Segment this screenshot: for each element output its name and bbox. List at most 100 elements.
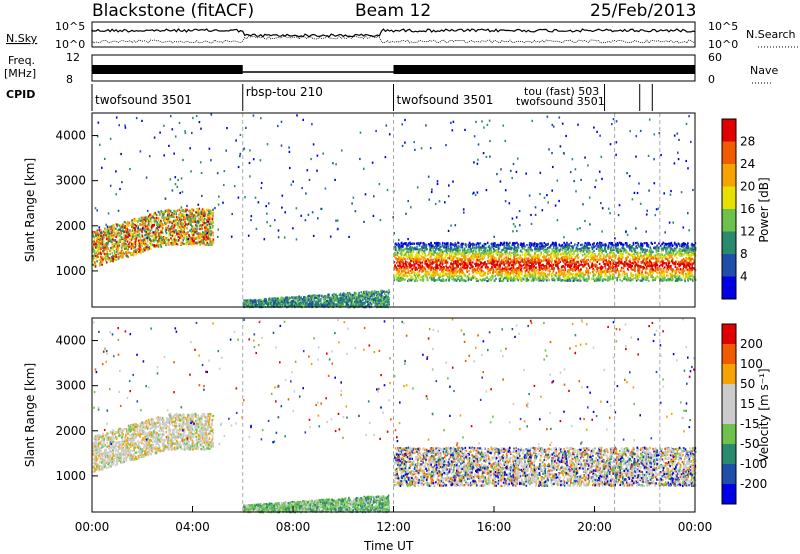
scatter-cell: [546, 194, 548, 197]
scatter-cell: [188, 218, 190, 221]
scatter-cell: [304, 219, 307, 222]
scatter-cell: [101, 243, 103, 246]
scatter-cell: [158, 232, 160, 235]
scatter-cell: [203, 226, 206, 229]
scatter-cell: [504, 247, 507, 250]
scatter-cell: [590, 250, 592, 254]
scatter-cell: [680, 272, 683, 275]
scatter-cell: [157, 238, 160, 241]
scatter-cell: [647, 154, 650, 157]
scatter-cell: [182, 158, 184, 162]
scatter-cell: [411, 246, 414, 249]
scatter-cell: [92, 256, 95, 259]
scatter-cell: [516, 267, 518, 270]
scatter-cell: [463, 274, 466, 277]
scatter-cell: [348, 292, 350, 295]
scatter-cell: [174, 224, 176, 227]
scatter-cell: [188, 233, 190, 237]
scatter-cell: [281, 296, 284, 299]
scatter-cell: [616, 277, 618, 280]
scatter-cell: [249, 175, 251, 178]
scatter-cell: [363, 304, 365, 307]
scatter-cell: [198, 207, 201, 210]
scatter-cell: [94, 265, 97, 268]
scatter-cell: [255, 227, 258, 230]
scatter-cell: [104, 157, 106, 160]
scatter-cell: [176, 226, 179, 229]
scatter-cell: [599, 271, 602, 274]
scatter-cell: [217, 203, 220, 206]
scatter-cell: [120, 249, 122, 253]
scatter-cell: [208, 223, 211, 226]
scatter-cell: [687, 167, 689, 170]
scatter-cell: [427, 175, 430, 178]
scatter-cell: [165, 243, 167, 246]
scatter-cell: [245, 299, 248, 302]
scatter-cell: [635, 275, 637, 278]
scatter-cell: [275, 300, 278, 303]
scatter-cell: [136, 230, 139, 233]
scatter-cell: [184, 218, 187, 221]
scatter-cell: [172, 241, 174, 245]
scatter-cell: [385, 294, 387, 298]
scatter-cell: [436, 182, 439, 186]
scatter-cell: [424, 257, 426, 260]
scatter-cell: [137, 220, 140, 223]
scatter-cell: [485, 155, 488, 158]
scatter-cell: [494, 274, 496, 277]
scatter-cell: [631, 268, 633, 271]
scatter-cell: [200, 225, 203, 228]
scatter-cell: [415, 273, 418, 276]
scatter-cell: [96, 209, 98, 212]
scatter-cell: [139, 250, 142, 253]
scatter-cell: [451, 251, 454, 254]
scatter-cell: [164, 228, 167, 231]
scatter-cell: [512, 223, 515, 226]
scatter-cell: [150, 227, 153, 230]
scatter-cell: [147, 223, 150, 226]
scatter-cell: [331, 298, 334, 301]
scatter-cell: [205, 235, 208, 239]
scatter-cell: [517, 256, 520, 259]
scatter-cell: [334, 296, 336, 299]
scatter-cell: [690, 140, 692, 143]
scatter-cell: [137, 227, 139, 230]
scatter-cell: [200, 241, 203, 245]
scatter-cell: [202, 242, 205, 245]
scatter-cell: [181, 209, 183, 212]
scatter-cell: [191, 232, 193, 235]
scatter-cell: [317, 299, 319, 302]
scatter-cell: [600, 274, 603, 277]
scatter-cell: [198, 217, 201, 220]
scatter-cell: [678, 275, 681, 278]
scatter-cell: [128, 242, 130, 246]
scatter-cell: [281, 194, 284, 197]
scatter-cell: [203, 221, 206, 224]
scatter-cell: [283, 301, 286, 304]
scatter-cell: [299, 296, 301, 299]
scatter-cell: [685, 251, 688, 255]
scatter-cell: [589, 260, 591, 263]
scatter-cell: [463, 250, 466, 253]
scatter-cell: [171, 220, 174, 223]
scatter-cell: [498, 244, 500, 247]
scatter-cell: [160, 235, 162, 238]
scatter-cell: [356, 295, 359, 298]
scatter-cell: [466, 259, 469, 262]
scatter-cell: [211, 226, 214, 229]
scatter-cell: [199, 236, 201, 239]
scatter-cell: [105, 244, 108, 247]
scatter-cell: [104, 231, 106, 234]
scatter-cell: [279, 299, 281, 302]
scatter-cell: [362, 298, 364, 301]
scatter-cell: [95, 234, 97, 237]
scatter-cell: [380, 298, 383, 301]
scatter-cell: [463, 211, 465, 214]
scatter-cell: [284, 211, 286, 214]
scatter-cell: [685, 265, 687, 268]
scatter-cell: [645, 261, 647, 265]
scatter-cell: [205, 225, 207, 228]
scatter-cell: [168, 238, 170, 241]
scatter-cell: [98, 252, 101, 255]
scatter-cell: [281, 303, 284, 306]
